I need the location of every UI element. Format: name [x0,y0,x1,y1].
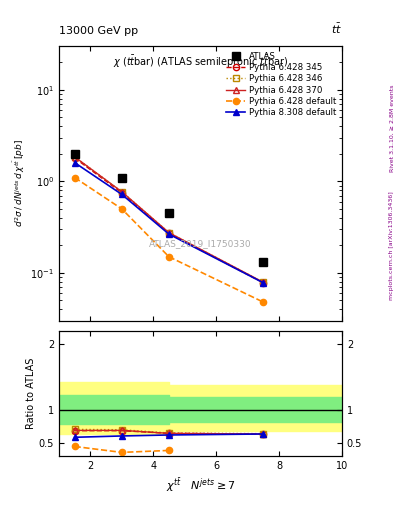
Pythia 6.428 345 [261,280,266,286]
Pythia 6.428 345 [72,155,77,161]
ATLAS [119,175,124,181]
Y-axis label: $d^2\sigma\,/\,dN^{jets}\,d\,\chi^{t\bar{t}}\,[pb]$: $d^2\sigma\,/\,dN^{jets}\,d\,\chi^{t\bar… [12,140,28,227]
Pythia 6.428 346 [167,229,171,236]
Text: 13000 GeV pp: 13000 GeV pp [59,26,138,36]
Pythia 6.428 370 [119,189,124,195]
Pythia 6.428 default [72,175,77,181]
Line: Pythia 6.428 370: Pythia 6.428 370 [72,154,266,285]
Text: $t\bar{t}$: $t\bar{t}$ [331,22,342,36]
ATLAS [167,210,171,216]
Pythia 8.308 default [261,280,266,286]
Line: Pythia 6.428 345: Pythia 6.428 345 [72,155,266,286]
ATLAS [72,151,77,157]
Line: Pythia 6.428 default: Pythia 6.428 default [72,175,266,305]
Text: mcplots.cern.ch [arXiv:1306.3436]: mcplots.cern.ch [arXiv:1306.3436] [389,191,393,300]
Pythia 6.428 346 [72,154,77,160]
Text: ATLAS_2019_I1750330: ATLAS_2019_I1750330 [149,240,252,248]
Pythia 6.428 default [261,299,266,305]
Text: $\chi$ ($t\bar{t}$bar) (ATLAS semileptonic $t\bar{t}$bar): $\chi$ ($t\bar{t}$bar) (ATLAS semilepton… [112,54,288,70]
Pythia 8.308 default [167,231,171,237]
Line: Pythia 6.428 346: Pythia 6.428 346 [72,154,266,285]
Pythia 8.308 default [119,191,124,198]
Pythia 6.428 345 [119,190,124,196]
Pythia 6.428 370 [261,279,266,285]
Pythia 6.428 370 [167,229,171,236]
Pythia 8.308 default [72,160,77,166]
Legend: ATLAS, Pythia 6.428 345, Pythia 6.428 346, Pythia 6.428 370, Pythia 6.428 defaul: ATLAS, Pythia 6.428 345, Pythia 6.428 34… [224,50,338,119]
Line: ATLAS: ATLAS [70,150,268,267]
Pythia 6.428 346 [261,279,266,285]
Pythia 6.428 default [119,206,124,212]
Pythia 6.428 default [167,254,171,260]
Pythia 6.428 345 [167,230,171,237]
Pythia 6.428 370 [72,154,77,160]
X-axis label: $\chi^{t\bar{t}}$   $N^{jets} \geq 7$: $\chi^{t\bar{t}}$ $N^{jets} \geq 7$ [165,476,235,494]
Y-axis label: Ratio to ATLAS: Ratio to ATLAS [26,357,36,429]
Line: Pythia 8.308 default: Pythia 8.308 default [72,160,266,286]
Text: Rivet 3.1.10, ≥ 2.8M events: Rivet 3.1.10, ≥ 2.8M events [389,84,393,172]
Pythia 6.428 346 [119,189,124,195]
ATLAS [261,260,266,266]
